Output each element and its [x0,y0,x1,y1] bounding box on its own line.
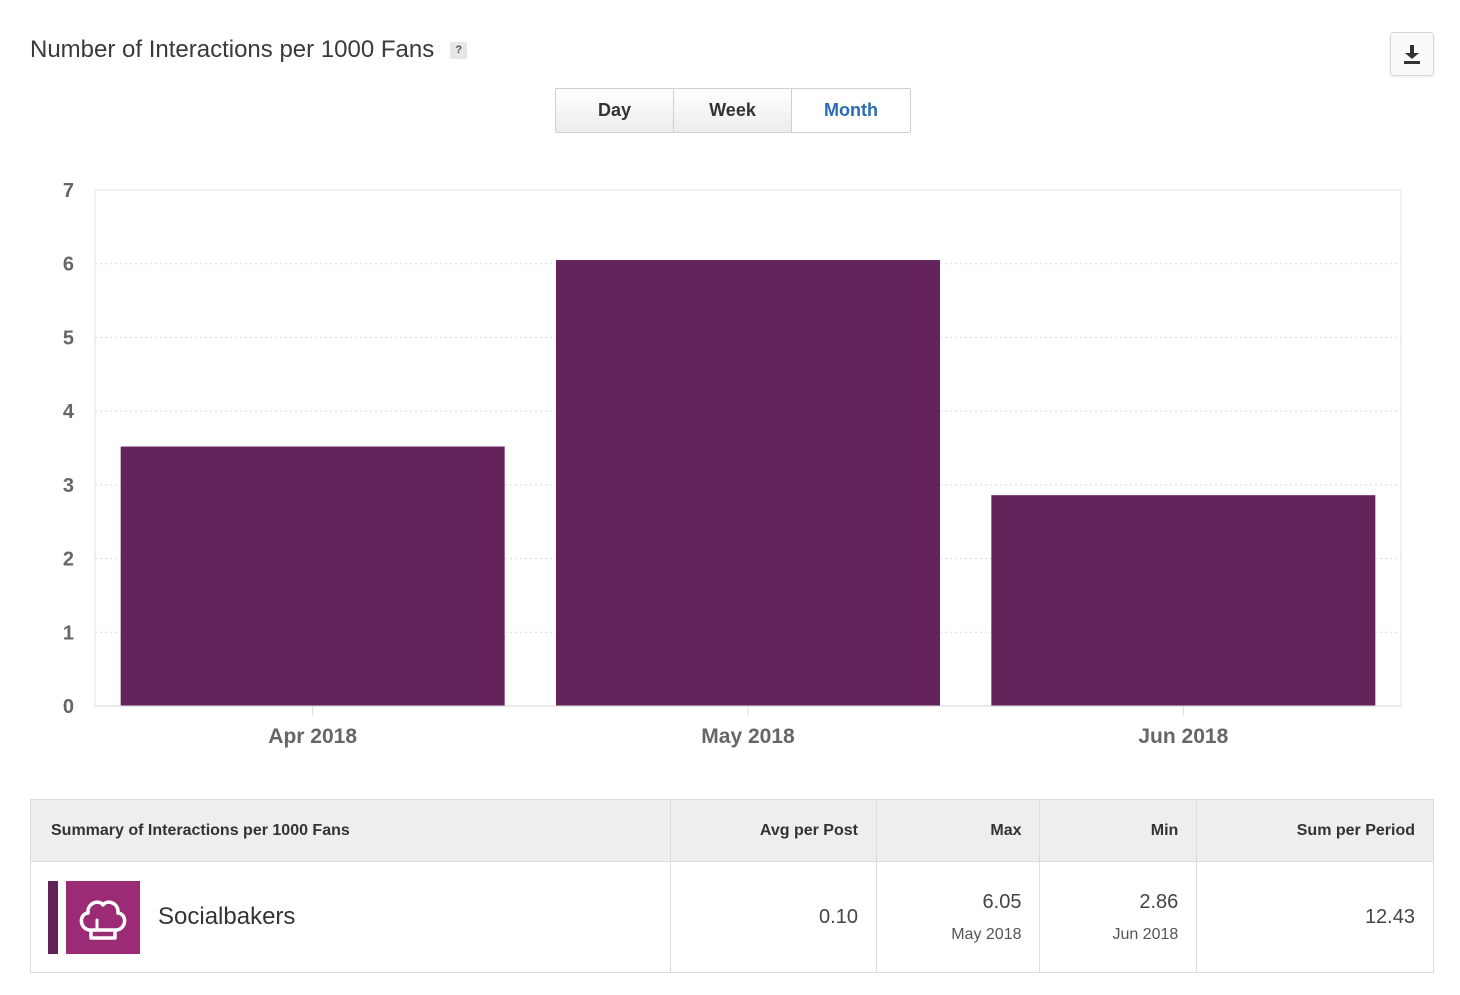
sum-per-period-value: 12.43 [1364,905,1415,928]
avg-per-post-cell: 0.10 [670,861,877,973]
summary-header-row: Summary of Interactions per 1000 Fans Av… [30,799,1434,862]
avg-per-post-value: 0.10 [819,905,858,928]
y-tick-label: 1 [63,622,74,644]
y-tick-label: 7 [63,180,74,202]
profile-color-bar [48,880,58,954]
max-date: May 2018 [951,925,1022,943]
x-tick-label: May 2018 [701,725,795,748]
bar-chart: 0 1 2 3 4 5 6 7 Apr 2018 May 2018 Jun 2018 [63,180,1402,748]
y-tick-label: 6 [63,254,74,276]
header-summary: Summary of Interactions per 1000 Fans [30,799,671,862]
sum-per-period-cell: 12.43 [1196,861,1434,973]
chart-title-text: Number of Interactions per 1000 Fans [30,36,435,63]
y-tick-label: 5 [63,327,74,349]
tab-day[interactable]: Day [556,89,674,132]
profile-cell: Socialbakers [30,861,671,973]
header-sum-per-period[interactable]: Sum per Period [1196,799,1434,862]
y-tick-label: 2 [63,549,74,571]
chart-title: Number of Interactions per 1000 Fans ? [30,36,468,64]
min-date: Jun 2018 [1112,925,1179,943]
max-value: 6.05 [982,890,1022,913]
bar [120,446,505,706]
y-tick-label: 3 [63,475,74,497]
min-cell: 2.86 Jun 2018 [1039,861,1198,973]
download-button[interactable] [1390,32,1434,76]
x-tick-label: Jun 2018 [1138,725,1228,748]
table-row: Socialbakers 0.10 6.05 May 2018 2.86 Jun… [30,861,1434,973]
profile-name: Socialbakers [158,903,296,930]
x-tick-label: Apr 2018 [268,725,357,748]
min-value: 2.86 [1139,890,1179,913]
bar [991,495,1376,706]
summary-table: Summary of Interactions per 1000 Fans Av… [30,799,1434,973]
y-tick-label: 4 [63,401,75,423]
avatar [66,880,140,954]
tab-week[interactable]: Week [674,89,792,132]
chef-hat-icon [79,900,127,940]
y-tick-label: 0 [63,696,74,718]
max-cell: 6.05 May 2018 [875,861,1041,973]
period-tabs: Day Week Month [555,88,911,133]
header-min[interactable]: Min [1039,799,1198,862]
help-icon[interactable]: ? [450,41,468,59]
tab-month[interactable]: Month [792,89,910,132]
profile[interactable]: Socialbakers [48,880,652,954]
header-max[interactable]: Max [875,799,1041,862]
header-avg-per-post[interactable]: Avg per Post [670,799,877,862]
download-icon [1404,45,1420,64]
bar [556,260,940,706]
